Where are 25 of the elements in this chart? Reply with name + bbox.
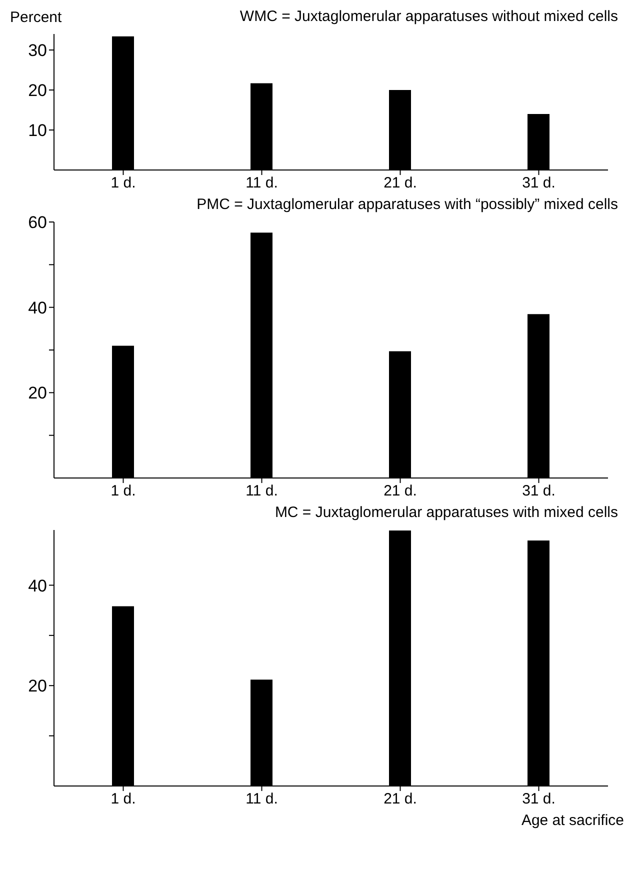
y-tick-label: 40: [28, 576, 47, 596]
y-tick-label: 40: [28, 298, 47, 318]
chart-title: WMC = Juxtaglomerular apparatuses without mixed cells: [240, 8, 619, 26]
x-tick-label: 21 d.: [384, 482, 417, 500]
x-tick-label: 21 d.: [384, 174, 417, 192]
y-tick-label: 10: [28, 121, 47, 140]
x-tick-label: 31 d.: [522, 174, 556, 192]
x-tick-label: 11 d.: [246, 482, 278, 500]
x-tick-label: 31 d.: [522, 790, 556, 808]
y-axis-title: Percent: [9, 9, 63, 26]
y-tick-label: 20: [28, 676, 47, 696]
x-tick-label: 21 d.: [384, 790, 417, 808]
x-tick-label: 1 d.: [110, 174, 136, 192]
x-axis-title: Age at sacrifice: [520, 812, 625, 829]
x-tick-label: 1 d.: [110, 790, 136, 808]
x-tick-label: 11 d.: [246, 790, 278, 808]
y-tick-label: 20: [28, 384, 47, 403]
chart-title: PMC = Juxtaglomerular apparatuses with “possibly” mixed cells: [196, 196, 619, 214]
y-tick-label: 20: [28, 81, 47, 100]
x-tick-label: 31 d.: [522, 482, 556, 500]
y-tick-label: 30: [28, 41, 47, 60]
y-tick-label: 60: [28, 213, 47, 232]
x-tick-label: 11 d.: [246, 174, 278, 192]
x-tick-label: 1 d.: [110, 482, 136, 500]
chart-title: MC = Juxtaglomerular apparatuses with mixed cells: [274, 504, 619, 522]
